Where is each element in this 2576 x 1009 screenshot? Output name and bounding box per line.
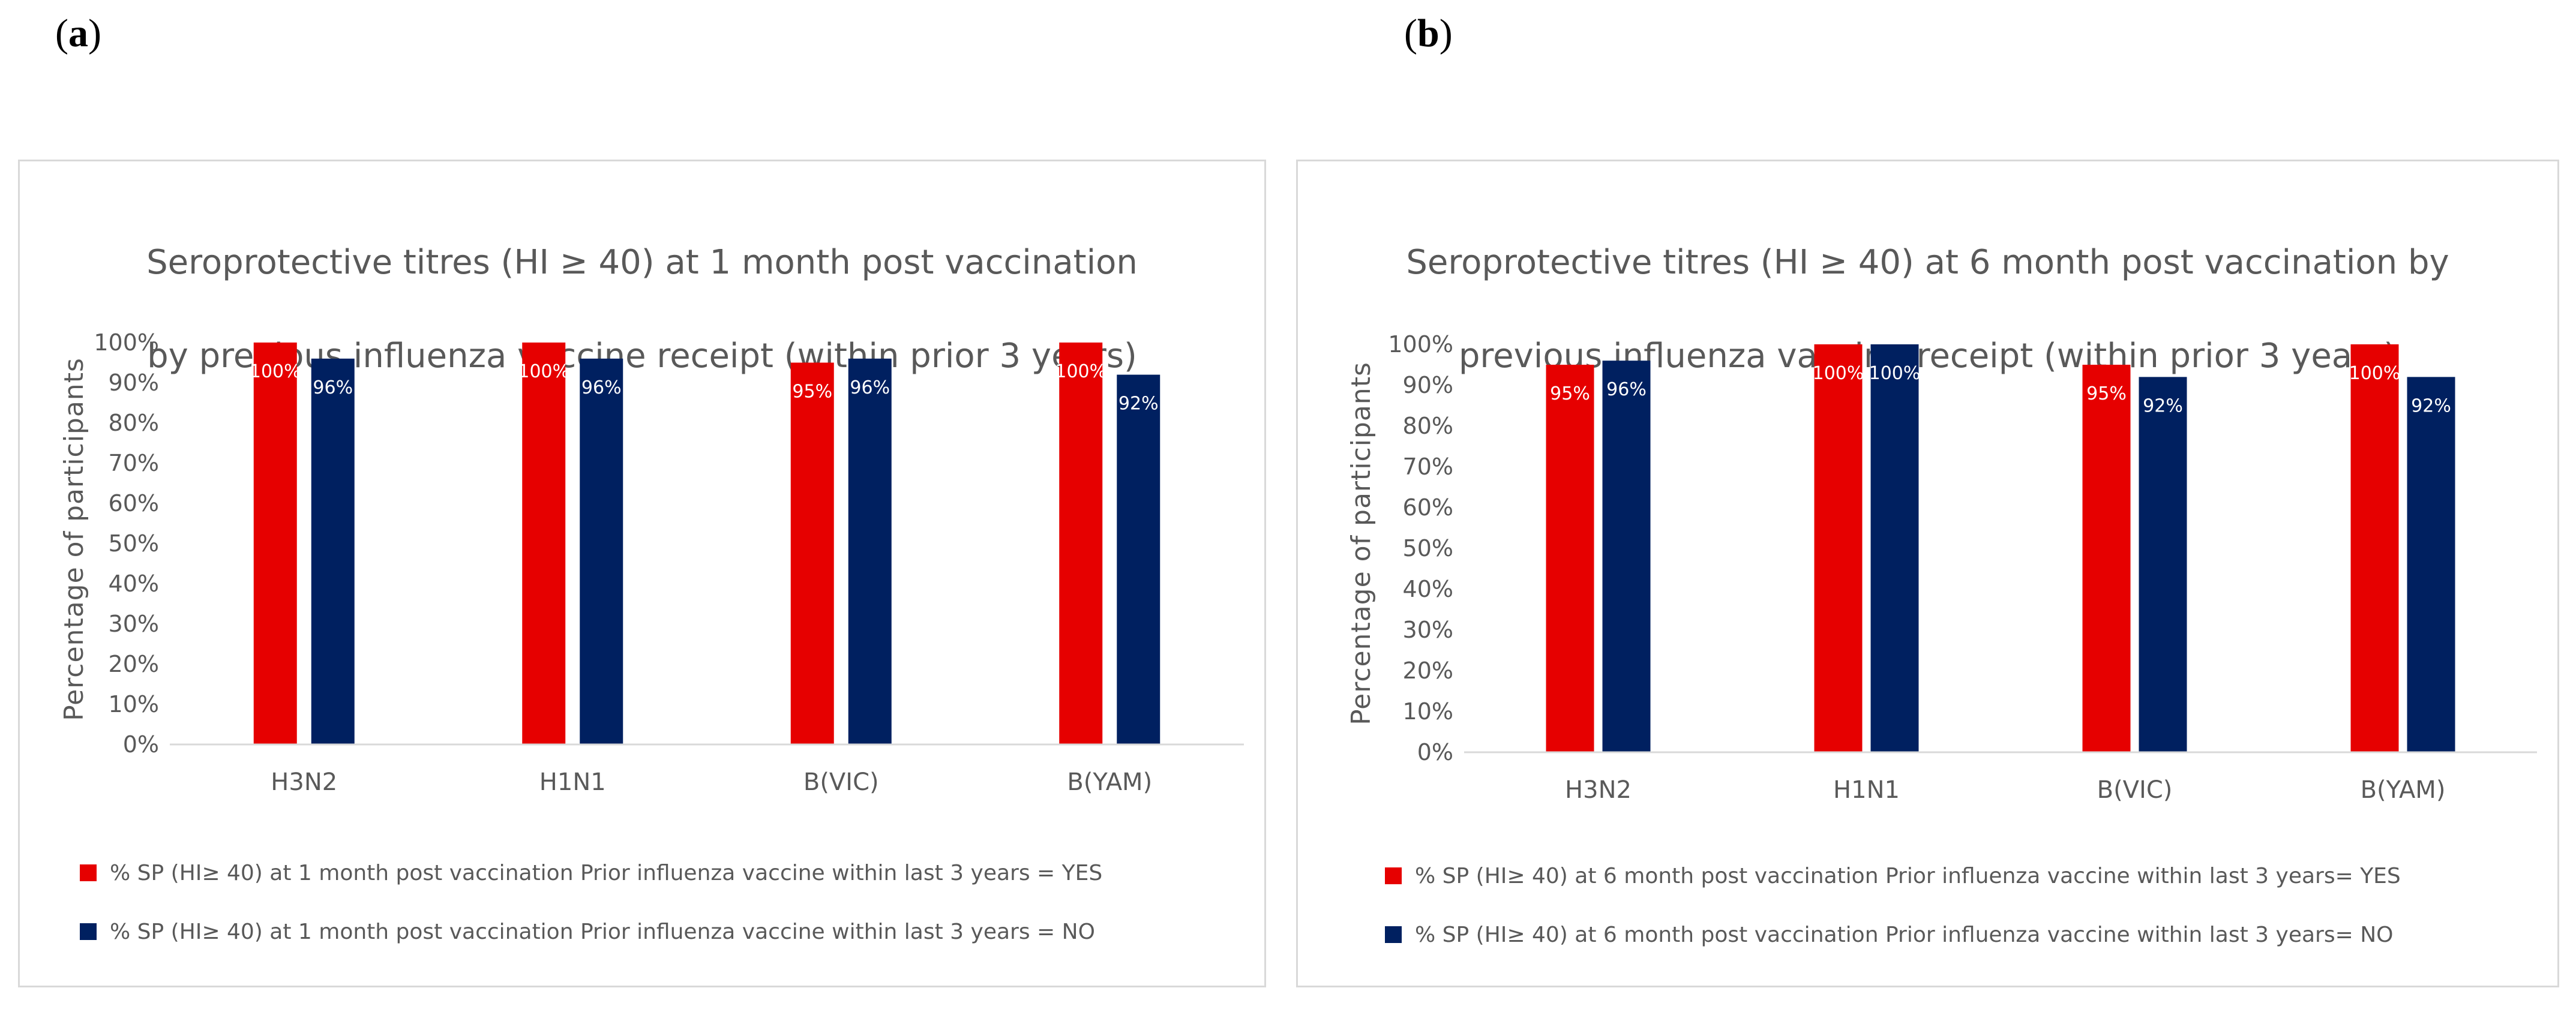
data-label: 100% xyxy=(1055,361,1106,382)
legend-label-no: % SP (HI≥ 40) at 6 month post vaccinatio… xyxy=(1415,922,2394,947)
data-label: 96% xyxy=(313,377,353,398)
data-label: 100% xyxy=(250,361,301,382)
chart-title-line: Seroprotective titres (HI ≥ 40) at 1 mon… xyxy=(146,243,1138,282)
y-tick-label: 0% xyxy=(1417,739,1453,765)
bar-yes-byam xyxy=(1059,343,1103,744)
x-tick-label: B(VIC) xyxy=(2097,776,2173,804)
y-axis-label: Percentage of participants xyxy=(1346,362,1377,725)
data-label: 100% xyxy=(2349,363,2401,384)
legend-item-yes: % SP (HI≥ 40) at 6 month post vaccinatio… xyxy=(1385,861,2401,891)
y-tick-label: 80% xyxy=(1403,413,1453,439)
x-tick-label: H3N2 xyxy=(271,768,337,796)
data-label: 95% xyxy=(2086,383,2127,404)
legend-swatch-yes xyxy=(1385,867,1402,884)
panel-label-b: (b) xyxy=(1404,11,1453,55)
y-tick-label: 10% xyxy=(109,691,159,717)
y-axis-label: Percentage of participants xyxy=(59,358,89,721)
x-tick-label: B(YAM) xyxy=(1067,768,1152,796)
legend-label-yes: % SP (HI≥ 40) at 6 month post vaccinatio… xyxy=(1415,863,2401,888)
legend: % SP (HI≥ 40) at 1 month post vaccinatio… xyxy=(80,858,1102,975)
legend-label-yes: % SP (HI≥ 40) at 1 month post vaccinatio… xyxy=(110,860,1103,885)
y-tick-label: 40% xyxy=(1403,576,1453,602)
y-tick-label: 20% xyxy=(1403,657,1453,684)
bar-no-h1n1 xyxy=(580,358,623,744)
y-tick-label: 90% xyxy=(109,370,159,396)
legend-swatch-no xyxy=(80,923,97,940)
bar-no-h3n2 xyxy=(1602,361,1651,752)
y-tick-label: 30% xyxy=(109,611,159,637)
chart-title: Seroprotective titres (HI ≥ 40) at 6 mon… xyxy=(1298,193,2557,427)
data-label: 95% xyxy=(1550,383,1590,404)
legend-swatch-yes xyxy=(80,864,97,881)
data-label: 100% xyxy=(1869,363,1921,384)
data-label: 95% xyxy=(792,382,832,403)
chart-title: Seroprotective titres (HI ≥ 40) at 1 mon… xyxy=(20,193,1264,427)
data-label: 92% xyxy=(2143,395,2183,416)
y-tick-label: 0% xyxy=(123,731,159,758)
bar-yes-h1n1 xyxy=(522,343,566,744)
bar-no-byam xyxy=(2407,377,2455,752)
data-label: 100% xyxy=(518,361,569,382)
data-label: 96% xyxy=(1606,379,1647,400)
chart-title-line: Seroprotective titres (HI ≥ 40) at 6 mon… xyxy=(1406,243,2449,282)
y-tick-label: 20% xyxy=(109,651,159,677)
y-tick-label: 10% xyxy=(1403,698,1453,725)
bar-chart-plot: 0% 10% 20% 30% 40% 50% 60% 70% 80% 90% 100% Percent… xyxy=(1346,331,2537,804)
data-label: 96% xyxy=(850,377,890,398)
y-tick-label: 50% xyxy=(1403,535,1453,561)
legend-item-yes: % SP (HI≥ 40) at 1 month post vaccinatio… xyxy=(80,858,1102,888)
y-tick-label: 100% xyxy=(1388,331,1453,358)
y-tick-label: 100% xyxy=(94,329,159,356)
bar-yes-h3n2 xyxy=(1546,365,1594,752)
legend-item-no: % SP (HI≥ 40) at 1 month post vaccinatio… xyxy=(80,917,1102,947)
panel-label-a: (a) xyxy=(55,11,101,55)
x-tick-label: H1N1 xyxy=(539,768,606,796)
legend: % SP (HI≥ 40) at 6 month post vaccinatio… xyxy=(1385,861,2401,978)
bar-yes-bvic xyxy=(2082,365,2131,752)
chart-panel-a: Seroprotective titres (HI ≥ 40) at 1 mon… xyxy=(18,160,1266,987)
x-tick-label: H1N1 xyxy=(1833,776,1900,804)
y-tick-label: 60% xyxy=(1403,494,1453,521)
bar-no-h3n2 xyxy=(311,358,355,744)
chart-panel-b: Seroprotective titres (HI ≥ 40) at 6 mon… xyxy=(1296,160,2559,987)
bar-no-bvic xyxy=(848,358,892,744)
y-tick-label: 80% xyxy=(109,410,159,436)
x-tick-label: B(VIC) xyxy=(803,768,879,796)
y-tick-label: 90% xyxy=(1403,372,1453,398)
bar-yes-h3n2 xyxy=(253,343,297,744)
data-label: 96% xyxy=(581,377,622,398)
bar-yes-byam xyxy=(2350,344,2399,752)
data-label: 92% xyxy=(2411,395,2451,416)
y-tick-label: 60% xyxy=(109,490,159,516)
y-tick-label: 70% xyxy=(109,450,159,476)
bar-no-bvic xyxy=(2139,377,2187,752)
bar-chart-plot: 0%10%20%30%40%50%60%70%80%90%100%Percent… xyxy=(59,329,1244,796)
legend-item-no: % SP (HI≥ 40) at 6 month post vaccinatio… xyxy=(1385,920,2401,950)
y-tick-label: 30% xyxy=(1403,617,1453,643)
bar-no-h1n1 xyxy=(1870,344,1919,752)
y-tick-label: 70% xyxy=(1403,454,1453,480)
x-tick-label: B(YAM) xyxy=(2361,776,2446,804)
y-tick-label: 50% xyxy=(109,530,159,557)
legend-label-no: % SP (HI≥ 40) at 1 month post vaccinatio… xyxy=(110,919,1095,944)
bar-yes-h1n1 xyxy=(1814,344,1863,752)
data-label: 100% xyxy=(1813,363,1864,384)
bar-no-byam xyxy=(1117,374,1160,744)
y-tick-label: 40% xyxy=(109,570,159,597)
bar-yes-bvic xyxy=(790,362,834,744)
data-label: 92% xyxy=(1118,394,1159,415)
x-tick-label: H3N2 xyxy=(1565,776,1632,804)
legend-swatch-no xyxy=(1385,926,1402,943)
